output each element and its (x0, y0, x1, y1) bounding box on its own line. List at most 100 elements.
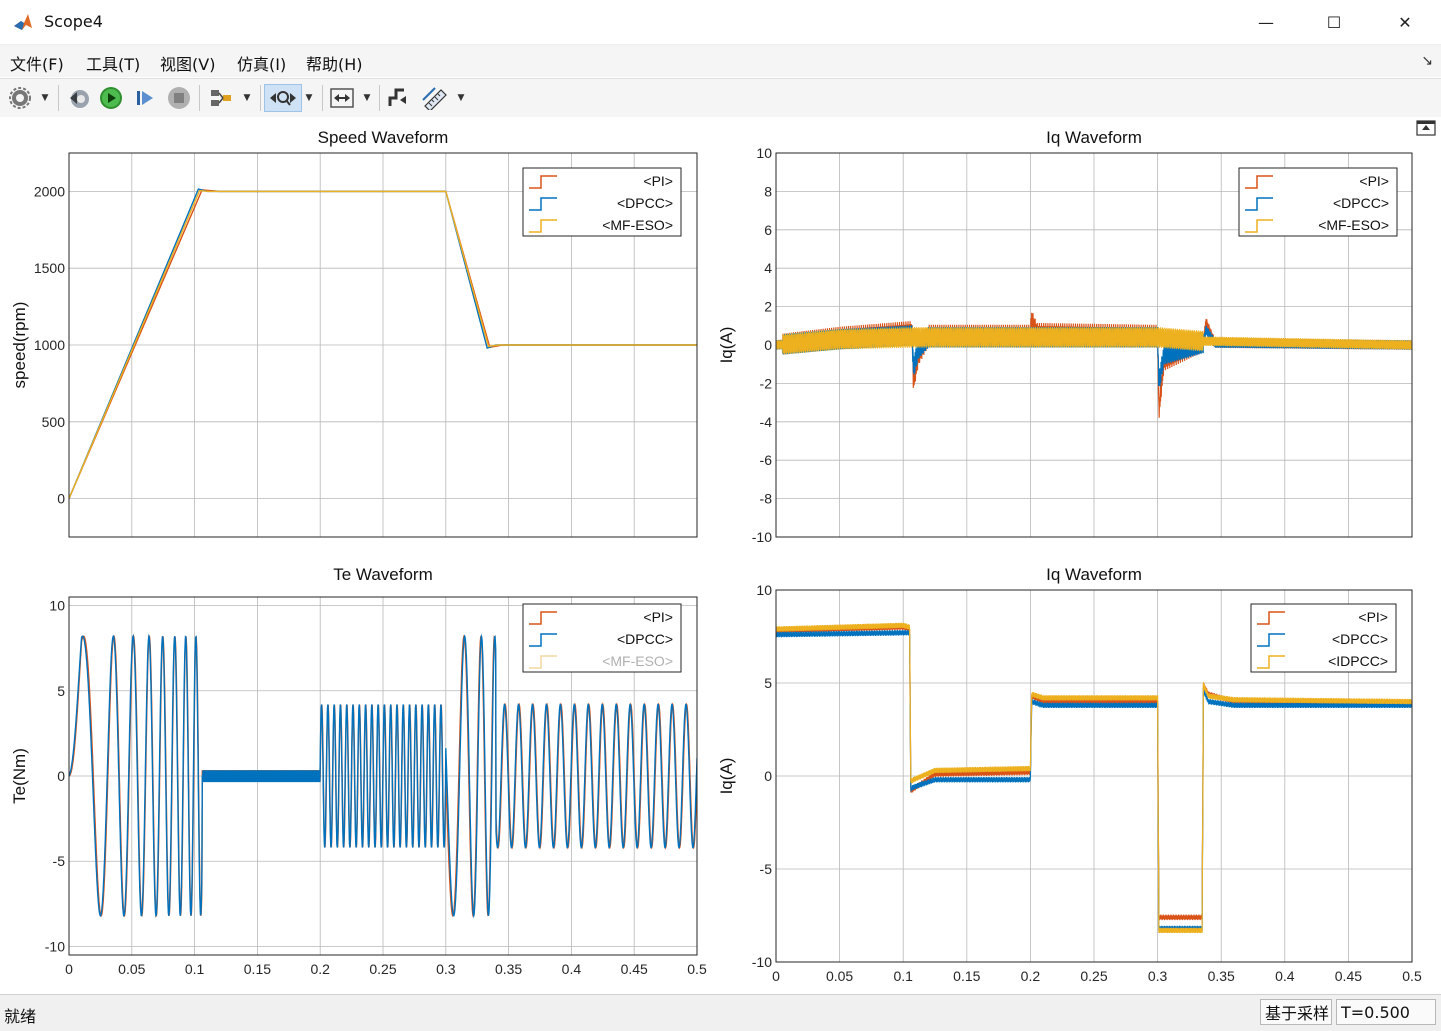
y-tick-label: 2000 (34, 183, 65, 199)
dropdown-icon: ▼ (457, 93, 465, 103)
menubar-undock-icon[interactable]: ↘ (1421, 53, 1433, 69)
scope-plot-area: 0 500 1000 1500 2000 Speed Waveform speed(rpm)… (0, 117, 1441, 993)
menu-simulation[interactable]: 仿真(I) (237, 55, 287, 74)
step-back-button[interactable] (64, 84, 92, 112)
axes-frame (775, 152, 1413, 538)
maximize-button[interactable]: ☐ (1299, 0, 1369, 44)
toolbar: ▼ ▼ ▼ ▼ ▼ (0, 78, 1441, 118)
legend-entry: <MF-ESO> (602, 217, 673, 233)
undock-icon[interactable] (1416, 120, 1436, 136)
x-tick-label: 0.1 (185, 961, 205, 977)
y-tick-label: 4 (764, 260, 772, 276)
legend-swatch (1257, 611, 1285, 625)
legend-swatch (1245, 175, 1273, 189)
menu-help[interactable]: 帮助(H) (306, 55, 363, 74)
step-forward-button[interactable] (131, 84, 159, 112)
fit-view-icon (330, 88, 354, 108)
y-tick-label: 10 (756, 582, 772, 598)
chart-panel-4[interactable]: -10 -5 0 5 10 0 0.05 0.1 0.15 0.2 0.25 0.3 0.35 0.4 0.… (717, 565, 1422, 984)
y-tick-label: -10 (45, 938, 65, 954)
legend-entry: <PI> (643, 173, 673, 189)
measure-dropdown[interactable]: ▼ (454, 84, 468, 112)
maximize-icon: ☐ (1326, 12, 1342, 32)
y-tick-label: -10 (752, 529, 772, 545)
x-tick-label: 0.4 (1275, 968, 1295, 984)
series-line-3 (776, 622, 1412, 934)
legend-swatch (529, 197, 557, 211)
window-title: Scope4 (44, 12, 103, 31)
step-forward-icon (137, 91, 153, 105)
fit-view-dropdown[interactable]: ▼ (360, 84, 374, 112)
simulation-time-field: T=0.500 (1336, 999, 1436, 1025)
series-group (69, 188, 697, 499)
chart-panel-2[interactable]: -10 -8 -6 -4 -2 0 2 4 6 8 10 Iq Waveform Iq(A) <PI> <D… (717, 128, 1413, 545)
stop-button[interactable] (165, 84, 193, 112)
legend-entry: <MF-ESO> (602, 653, 673, 669)
y-axis-label: Te(Nm) (10, 748, 29, 804)
legend-entry: <IDPCC> (1328, 653, 1388, 669)
highlight-dropdown[interactable]: ▼ (240, 84, 254, 112)
chart-panel-3[interactable]: -10 -5 0 5 10 0 0.05 0.1 0.15 0.2 0.25 0.3 0.35 0.4 0.… (10, 565, 707, 977)
legend-swatch (1245, 219, 1273, 233)
series-line-3 (776, 327, 1412, 355)
x-tick-label: 0.35 (1208, 968, 1235, 984)
chart-panel-1[interactable]: 0 500 1000 1500 2000 Speed Waveform speed(rpm)… (10, 128, 698, 538)
legend[interactable]: <PI> <DPCC> <MF-ESO> (522, 167, 682, 237)
dropdown-icon: ▼ (305, 93, 313, 103)
y-tick-label: 1000 (34, 337, 65, 353)
legend[interactable]: <PI> <DPCC> <MF-ESO> (522, 603, 682, 673)
toolbar-separator (199, 85, 200, 111)
legend[interactable]: <PI> <DPCC> <IDPCC> (1250, 603, 1397, 673)
run-button[interactable] (97, 84, 125, 112)
legend-entry: <DPCC> (1333, 195, 1389, 211)
axes-frame (68, 596, 698, 956)
y-tick-label: 10 (49, 598, 65, 614)
x-tick-label: 0.25 (1080, 968, 1107, 984)
legend[interactable]: <PI> <DPCC> <MF-ESO> (1238, 167, 1398, 237)
y-tick-label: 0 (57, 491, 65, 507)
settings-button[interactable] (6, 84, 34, 112)
legend-entry: <DPCC> (617, 631, 673, 647)
minimize-button[interactable]: — (1231, 0, 1301, 44)
legend-entry: <DPCC> (1332, 631, 1388, 647)
y-tick-label: 0 (764, 768, 772, 784)
step-back-icon (70, 90, 89, 108)
y-tick-label: 0 (57, 768, 65, 784)
y-axis-label: Iq(A) (717, 327, 736, 364)
y-tick-label: 2 (764, 299, 772, 315)
y-tick-label: 5 (764, 675, 772, 691)
menu-view[interactable]: 视图(V) (160, 55, 216, 74)
chart-title: Iq Waveform (1046, 128, 1142, 147)
legend-swatch (529, 655, 557, 669)
y-tick-label: -4 (760, 414, 773, 430)
legend-swatch (529, 611, 557, 625)
x-tick-label: 0.05 (826, 968, 853, 984)
measure-button[interactable] (418, 84, 452, 112)
x-tick-label: 0.2 (1021, 968, 1041, 984)
y-tick-label: -2 (760, 375, 773, 391)
toolbar-separator (58, 85, 59, 111)
y-tick-label: -6 (760, 452, 773, 468)
zoom-button[interactable] (264, 84, 302, 112)
close-button[interactable]: ✕ (1370, 0, 1440, 44)
x-tick-label: 0.3 (1148, 968, 1168, 984)
legend-box (1250, 603, 1397, 673)
settings-dropdown[interactable]: ▼ (38, 84, 52, 112)
menu-file[interactable]: 文件(F) (10, 55, 64, 74)
highlight-block-icon (211, 90, 231, 106)
legend-swatch (1257, 633, 1285, 647)
trigger-button[interactable] (384, 84, 412, 112)
minimize-icon: — (1258, 12, 1274, 32)
close-icon: ✕ (1398, 12, 1412, 32)
fit-view-button[interactable] (327, 84, 357, 112)
gear-icon (9, 87, 31, 109)
series-group (776, 312, 1412, 418)
zoom-dropdown[interactable]: ▼ (302, 84, 316, 112)
legend-box (522, 167, 682, 237)
highlight-block-button[interactable] (206, 84, 236, 112)
x-tick-label: 0.05 (118, 961, 145, 977)
y-axis-label: Iq(A) (717, 758, 736, 795)
legend-swatch (529, 633, 557, 647)
menu-tools[interactable]: 工具(T) (86, 55, 141, 74)
